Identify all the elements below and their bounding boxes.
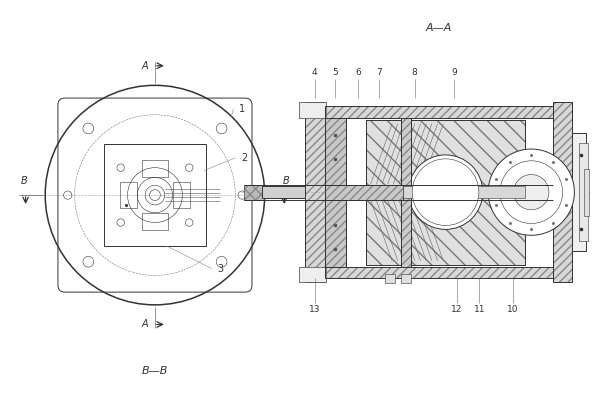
Bar — [244, 185, 264, 200]
Bar — [325, 106, 553, 118]
Bar — [299, 102, 326, 118]
Text: 13: 13 — [309, 305, 320, 314]
Bar — [244, 185, 264, 200]
Bar — [299, 267, 326, 282]
Bar — [325, 118, 346, 267]
Bar — [305, 102, 325, 282]
Circle shape — [408, 155, 483, 230]
Bar — [173, 182, 190, 208]
Text: A—A: A—A — [426, 22, 452, 32]
Bar — [104, 144, 206, 246]
Bar — [325, 118, 346, 267]
Bar — [325, 106, 553, 118]
Text: 3: 3 — [218, 264, 224, 274]
Bar — [325, 267, 553, 278]
Circle shape — [514, 174, 549, 210]
Text: 2: 2 — [241, 153, 247, 163]
Bar — [580, 143, 588, 241]
Bar — [401, 118, 411, 267]
Text: 8: 8 — [412, 68, 418, 77]
Bar — [553, 102, 572, 282]
Bar — [142, 213, 168, 230]
Circle shape — [488, 149, 574, 235]
Text: 11: 11 — [473, 305, 485, 314]
Text: 4: 4 — [312, 68, 317, 77]
Text: 9: 9 — [451, 68, 457, 77]
Text: 1: 1 — [239, 104, 245, 114]
Text: B: B — [283, 176, 290, 186]
Bar — [325, 185, 403, 200]
Bar — [305, 102, 325, 282]
Bar — [385, 274, 395, 283]
Bar — [572, 133, 586, 251]
Circle shape — [412, 159, 479, 226]
Text: 6: 6 — [355, 68, 361, 77]
Bar — [553, 102, 572, 282]
Text: A: A — [142, 61, 148, 71]
Text: B: B — [20, 176, 27, 186]
Bar — [401, 274, 411, 283]
Bar — [142, 160, 168, 178]
Bar — [401, 118, 411, 267]
Text: 10: 10 — [507, 305, 518, 314]
Circle shape — [500, 161, 563, 224]
Text: B—B: B—B — [142, 366, 168, 376]
Bar — [119, 182, 137, 208]
Text: 5: 5 — [332, 68, 338, 77]
Text: 7: 7 — [377, 68, 382, 77]
Bar — [584, 169, 589, 216]
Bar — [365, 120, 526, 265]
Text: 12: 12 — [451, 305, 463, 314]
Text: A: A — [142, 320, 148, 330]
Bar — [325, 185, 403, 200]
Bar — [403, 186, 526, 198]
Bar — [299, 267, 326, 282]
Bar — [325, 267, 553, 278]
Bar — [262, 186, 305, 198]
Bar — [365, 120, 526, 265]
Bar — [299, 102, 326, 118]
